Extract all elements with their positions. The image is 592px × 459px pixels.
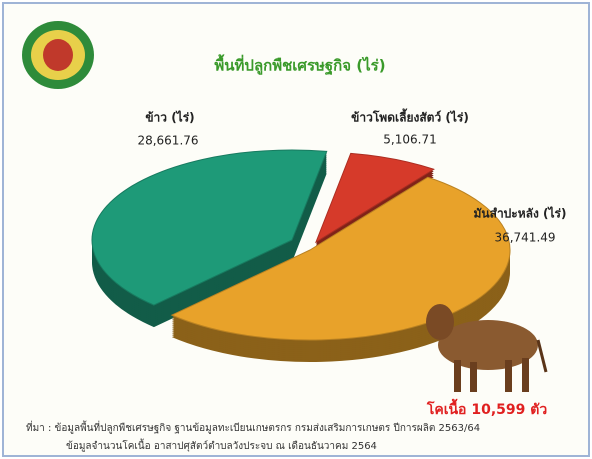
annotation: โคเนื้อ 10,599 ตัว — [426, 398, 548, 418]
value-label: 28,661.76 — [137, 134, 198, 148]
value-label: 36,741.49 — [494, 231, 555, 245]
source-line: ที่มา : ข้อมูลพื้นที่ปลูกพืชเศรษฐกิจ ฐาน… — [26, 420, 480, 434]
slice — [170, 176, 511, 341]
chart-title: พื้นที่ปลูกพืชเศรษฐกิจ (ไร่) — [214, 54, 385, 76]
value-label: 5,106.71 — [383, 133, 436, 147]
slice — [314, 152, 435, 244]
slice-label: ข้าว (ไร่) — [145, 110, 194, 125]
slice — [91, 149, 328, 306]
logo — [22, 21, 94, 89]
pie — [91, 149, 511, 363]
slice-label: มันสำปะหลัง (ไร่) — [474, 206, 567, 221]
cow — [426, 304, 548, 392]
slice-label: ข้าวโพดเลี้ยงสัตว์ (ไร่) — [351, 108, 469, 125]
source-line: ข้อมูลจำนวนโคเนื้อ อาสาปศุสัตว์ตำบลวังปร… — [66, 438, 377, 452]
